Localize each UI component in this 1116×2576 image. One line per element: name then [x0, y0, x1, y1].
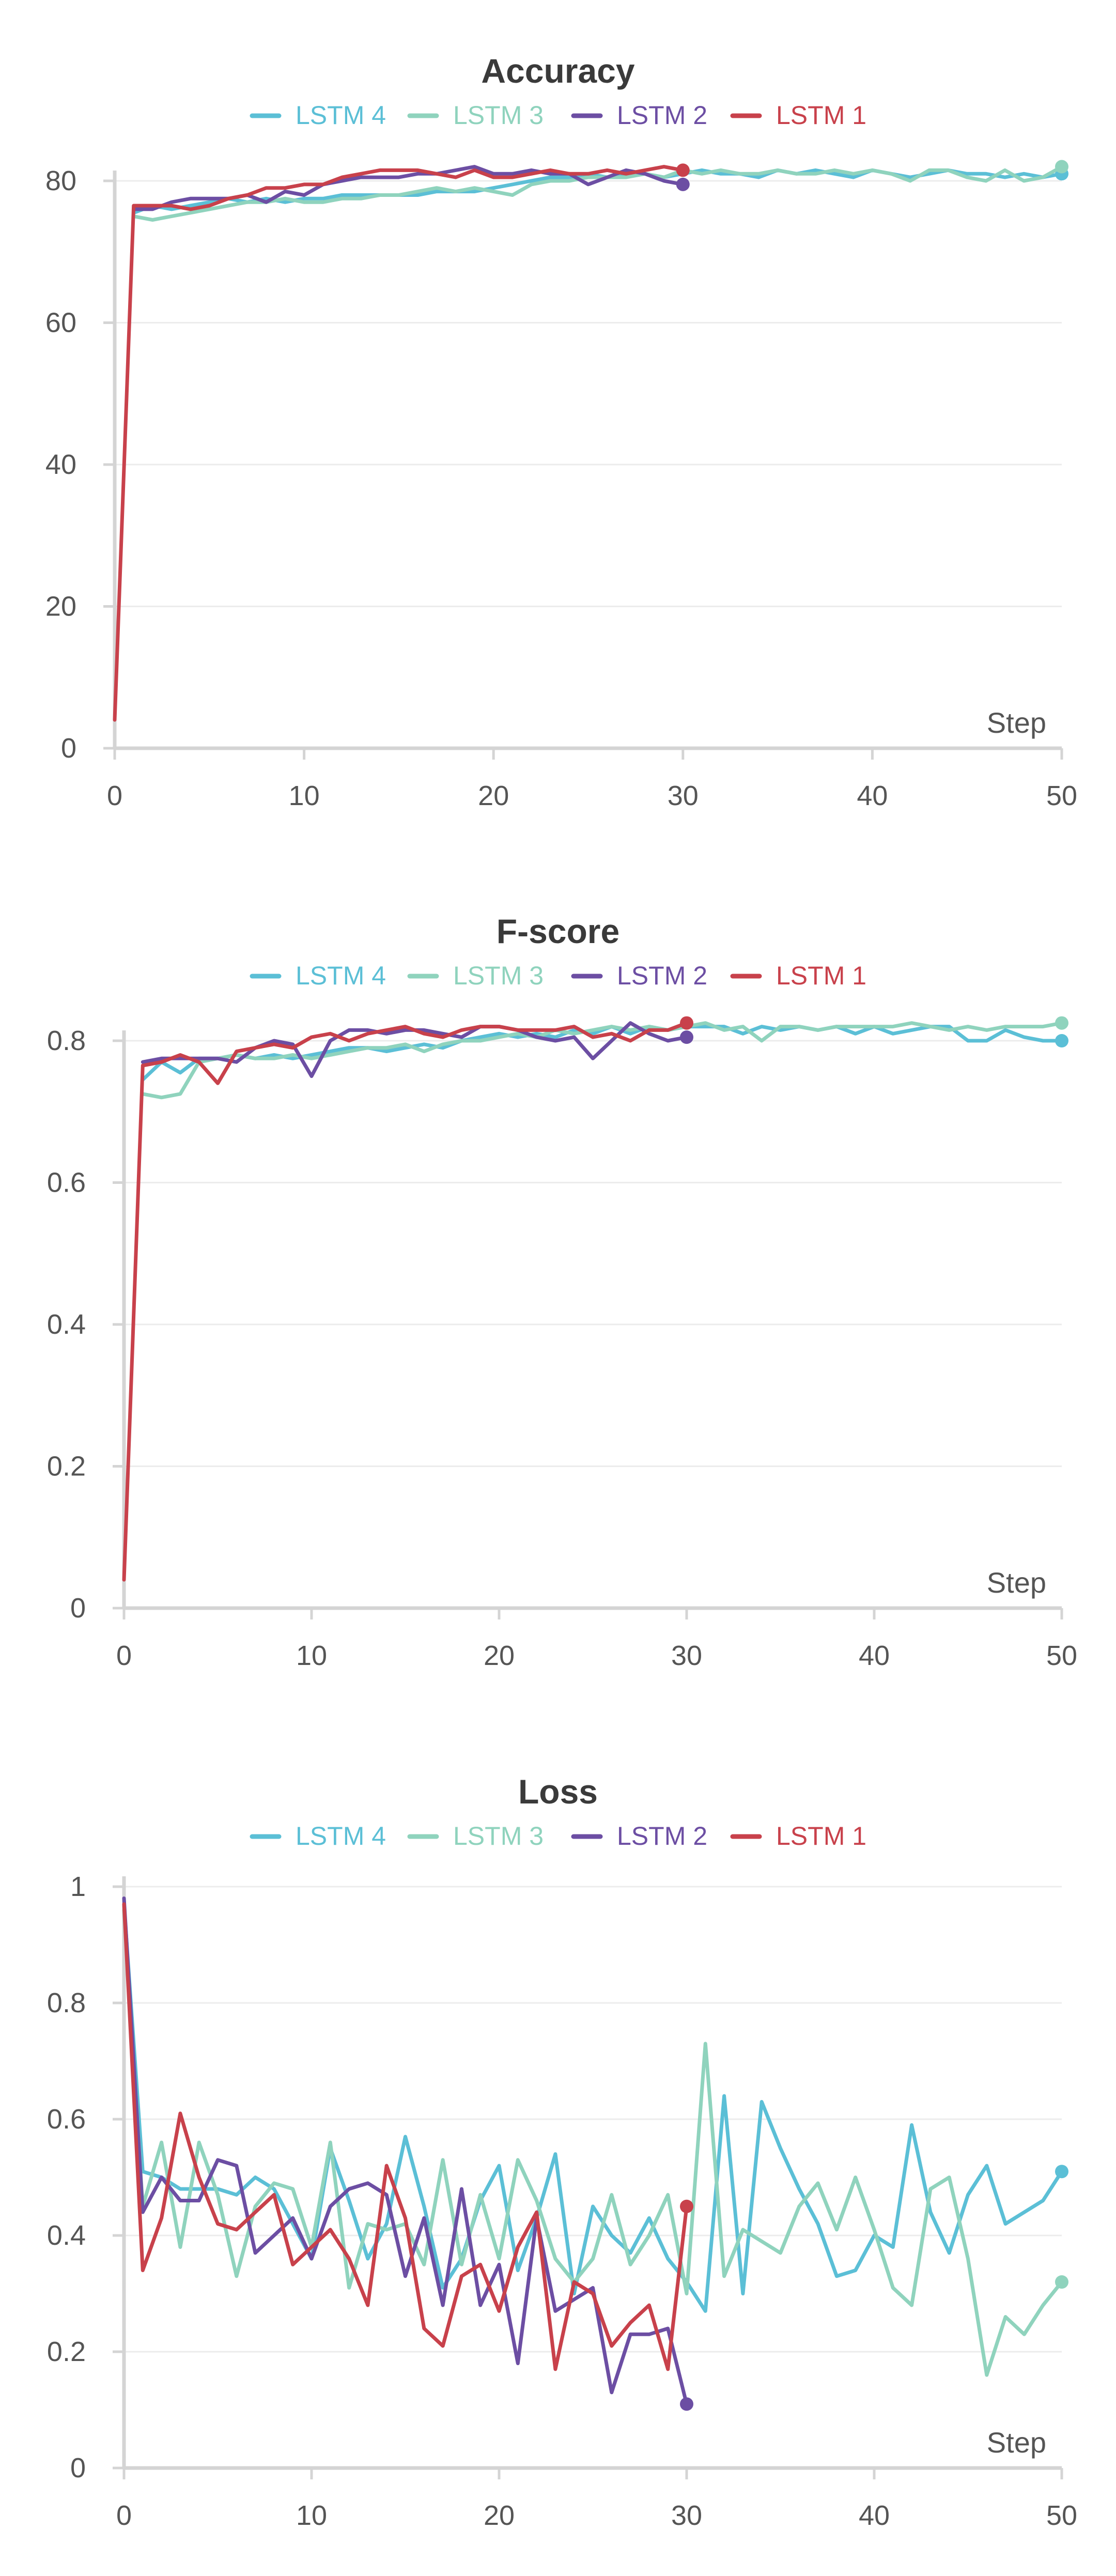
- x-tick-label: 50: [1046, 1640, 1077, 1671]
- legend-label: LSTM 3: [453, 961, 544, 990]
- series-end-point: [1055, 2165, 1068, 2179]
- y-tick-label: 0.2: [47, 2336, 86, 2367]
- x-tick-label: 20: [484, 2500, 515, 2531]
- legend: LSTM 4 LSTM 3 LSTM 2 LSTM 1: [250, 101, 866, 130]
- series-end-point: [1055, 160, 1068, 174]
- chart-0: Accuracy LSTM 4 LSTM 3 LSTM 2 LSTM 1 0 20 40 60 8…: [45, 52, 1077, 811]
- legend-label: LSTM 3: [453, 101, 544, 130]
- legend-label: LSTM 2: [617, 961, 707, 990]
- series-line-lstm-3: [141, 1021, 1064, 1100]
- y-tick-label: 0.6: [47, 2104, 86, 2135]
- x-tick-label: 30: [671, 1640, 702, 1671]
- y-tick-label: 0: [70, 2452, 86, 2484]
- series-end-point: [1055, 2275, 1068, 2289]
- y-tick-label: 0: [61, 733, 76, 764]
- legend-label: LSTM 4: [296, 1822, 386, 1850]
- x-tick-label: 40: [859, 2500, 890, 2531]
- legend-label: LSTM 2: [617, 1822, 707, 1850]
- series-end-point: [680, 1016, 693, 1030]
- legend-label: LSTM 4: [296, 961, 386, 990]
- x-tick-label: 40: [857, 780, 888, 811]
- y-tick-label: 0.4: [47, 1309, 86, 1340]
- legend: LSTM 4 LSTM 3 LSTM 2 LSTM 1: [250, 1822, 866, 1850]
- y-tick-label: 0.6: [47, 1167, 86, 1198]
- x-tick-label: 40: [859, 1640, 890, 1671]
- series-line-lstm-3: [122, 1908, 1064, 2377]
- y-tick-label: 0.2: [47, 1451, 86, 1482]
- x-tick-label: 10: [296, 1640, 327, 1671]
- x-tick-label: 10: [289, 780, 320, 811]
- y-tick-label: 1: [70, 1871, 86, 1902]
- y-tick-label: 40: [45, 449, 76, 480]
- series-line-lstm-3: [132, 165, 1064, 222]
- x-tick-label: 20: [478, 780, 509, 811]
- x-tick-label: 30: [671, 2500, 702, 2531]
- x-axis-label: Step: [987, 2426, 1046, 2459]
- legend-label: LSTM 1: [776, 1822, 866, 1850]
- y-tick-label: 20: [45, 591, 76, 622]
- series-line-lstm-1: [122, 1902, 689, 2371]
- chart-title: F-score: [497, 912, 619, 950]
- series-line-lstm-2: [122, 1896, 689, 2406]
- series-end-point: [680, 2397, 693, 2411]
- y-tick-label: 0.8: [47, 1025, 86, 1056]
- series-end-point: [680, 1030, 693, 1044]
- legend-label: LSTM 1: [776, 961, 866, 990]
- x-tick-label: 50: [1046, 780, 1077, 811]
- chart-title: Accuracy: [481, 52, 634, 90]
- legend-label: LSTM 3: [453, 1822, 544, 1850]
- legend-label: LSTM 1: [776, 101, 866, 130]
- x-tick-label: 0: [116, 1640, 132, 1671]
- x-tick-label: 0: [116, 2500, 132, 2531]
- y-tick-label: 80: [45, 165, 76, 196]
- series-end-point: [676, 163, 690, 177]
- x-tick-label: 30: [668, 780, 699, 811]
- x-tick-label: 10: [296, 2500, 327, 2531]
- series-line-lstm-1: [113, 165, 685, 722]
- series-line-lstm-1: [122, 1021, 689, 1582]
- x-axis-label: Step: [987, 1566, 1046, 1599]
- series-line-lstm-4: [122, 1902, 1064, 2313]
- y-tick-label: 0.8: [47, 1987, 86, 2018]
- x-tick-label: 20: [484, 1640, 515, 1671]
- x-tick-label: 50: [1046, 2500, 1077, 2531]
- series-end-point: [676, 177, 690, 191]
- chart-1: F-score LSTM 4 LSTM 3 LSTM 2 LSTM 1 0 0.2 0.4 0.…: [47, 912, 1077, 1671]
- series-end-point: [680, 2199, 693, 2213]
- legend-label: LSTM 4: [296, 101, 386, 130]
- legend: LSTM 4 LSTM 3 LSTM 2 LSTM 1: [250, 961, 866, 990]
- x-tick-label: 0: [107, 780, 122, 811]
- x-axis-label: Step: [987, 706, 1046, 739]
- chart-2: Loss LSTM 4 LSTM 3 LSTM 2 LSTM 1 0 0.2 0.4 0.6 0.…: [47, 1772, 1077, 2531]
- y-tick-label: 0: [70, 1593, 86, 1624]
- legend-label: LSTM 2: [617, 101, 707, 130]
- series-end-point: [1055, 1034, 1068, 1047]
- chart-title: Loss: [518, 1772, 598, 1811]
- series-end-point: [1055, 1016, 1068, 1030]
- y-tick-label: 60: [45, 307, 76, 338]
- y-tick-label: 0.4: [47, 2220, 86, 2251]
